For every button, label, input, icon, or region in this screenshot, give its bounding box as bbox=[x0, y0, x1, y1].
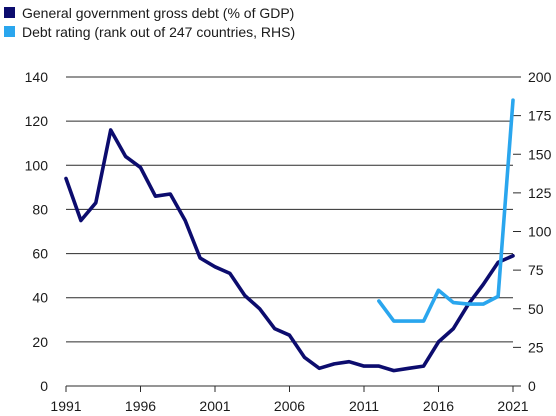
series-line-rating bbox=[377, 98, 515, 323]
x-tick-label: 2021 bbox=[497, 398, 528, 414]
y-left-tick-label: 100 bbox=[25, 157, 49, 173]
y-right-tick-label: 75 bbox=[528, 262, 544, 278]
legend-swatch-rating bbox=[4, 26, 15, 37]
series-line-debt bbox=[64, 128, 515, 373]
x-tick-label: 2001 bbox=[199, 398, 230, 414]
legend: General government gross debt (% of GDP)… bbox=[4, 3, 295, 41]
y-left-tick-label: 120 bbox=[25, 113, 49, 129]
x-tick-label: 2011 bbox=[349, 398, 379, 414]
y-left-tick-label: 20 bbox=[32, 334, 48, 350]
y-left-tick-label: 60 bbox=[32, 246, 48, 262]
y-right-tick-label: 0 bbox=[528, 378, 536, 394]
x-tick-label: 1991 bbox=[50, 398, 81, 414]
legend-label-debt: General government gross debt (% of GDP) bbox=[22, 4, 295, 21]
x-tick-label: 2006 bbox=[274, 398, 305, 414]
x-tick-label: 2016 bbox=[423, 398, 454, 414]
y-right-tick-label: 200 bbox=[528, 69, 552, 85]
y-left-tick-label: 140 bbox=[25, 69, 49, 85]
y-right-tick-label: 175 bbox=[528, 108, 552, 124]
y-left-tick-label: 80 bbox=[32, 201, 48, 217]
y-left-tick-label: 40 bbox=[32, 290, 48, 306]
legend-swatch-debt bbox=[4, 7, 15, 18]
y-right-tick-label: 150 bbox=[528, 146, 552, 162]
y-right-tick-label: 125 bbox=[528, 185, 552, 201]
legend-item-rating: Debt rating (rank out of 247 countries, … bbox=[4, 22, 295, 41]
y-right-tick-label: 100 bbox=[528, 224, 552, 240]
x-tick-label: 1996 bbox=[125, 398, 156, 414]
legend-label-rating: Debt rating (rank out of 247 countries, … bbox=[22, 23, 296, 40]
y-right-tick-label: 50 bbox=[528, 301, 544, 317]
legend-item-debt: General government gross debt (% of GDP) bbox=[4, 3, 295, 22]
y-right-tick-label: 25 bbox=[528, 339, 544, 355]
y-left-tick-label: 0 bbox=[40, 378, 48, 394]
